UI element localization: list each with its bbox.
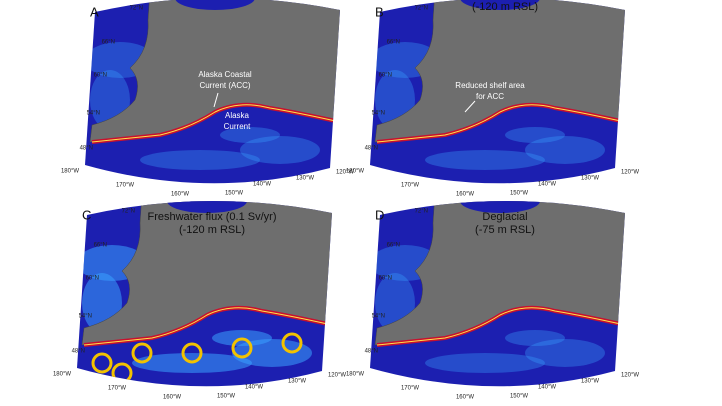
map-panel: BLGM(-120 m RSL)72°N66°N60°N54°N48°N180°… — [346, 0, 639, 198]
lat-label: 54°N — [87, 111, 100, 117]
lon-label: 120°W — [621, 170, 639, 176]
lon-label: 120°W — [621, 373, 639, 379]
lon-label: 180°W — [346, 372, 364, 378]
lat-label: 60°N — [94, 73, 107, 79]
coastal-current-core — [376, 307, 625, 346]
panel-label: A — [90, 4, 99, 19]
lat-label: 72°N — [130, 6, 143, 12]
ocean-eddy — [281, 332, 303, 354]
lat-label: 48°N — [80, 146, 93, 152]
lon-label: 140°W — [253, 182, 271, 188]
lat-label: 66°N — [387, 40, 400, 46]
ocean-eddy — [525, 339, 605, 367]
lon-label: 160°W — [456, 395, 474, 401]
lon-label: 160°W — [163, 395, 181, 401]
lon-label: 120°W — [336, 170, 354, 176]
lon-label: 180°W — [346, 169, 364, 175]
ocean-eddy — [240, 136, 320, 164]
panel-title: (-75 m RSL) — [475, 224, 535, 236]
lat-label: 66°N — [102, 40, 115, 46]
ocean-eddy — [425, 150, 545, 170]
coastal-current-core — [83, 307, 332, 346]
map — [77, 200, 332, 387]
annotation: Reduced shelf area — [455, 81, 525, 90]
lon-label: 170°W — [116, 183, 134, 189]
lon-label: 130°W — [581, 379, 599, 385]
annotation: for ACC — [476, 92, 504, 101]
lat-label: 48°N — [365, 349, 378, 355]
lon-label: 130°W — [288, 379, 306, 385]
ocean-eddy — [181, 342, 203, 364]
lon-label: 130°W — [296, 176, 314, 182]
ocean-eddy — [131, 342, 153, 364]
lon-label: 150°W — [510, 394, 528, 400]
coastal-current-core — [91, 104, 340, 143]
lon-label: 140°W — [245, 385, 263, 391]
lat-label: 66°N — [94, 243, 107, 249]
map-panel: AModern72°N66°N60°N54°N48°N180°W170°W160… — [61, 0, 354, 198]
lat-label: 60°N — [379, 73, 392, 79]
lon-label: 180°W — [61, 169, 79, 175]
ocean-eddy — [91, 352, 113, 374]
lon-label: 170°W — [401, 183, 419, 189]
lat-label: 54°N — [372, 314, 385, 320]
annotation: Current (ACC) — [199, 81, 250, 90]
panel-label: D — [375, 207, 384, 222]
map-panel: D Deglacial(-75 m RSL) 72°N 66°N 60°N 54°N 48°… — [346, 200, 639, 401]
lat-label: 54°N — [79, 314, 92, 320]
ocean-eddy — [231, 337, 253, 359]
lat-label: 48°N — [72, 349, 85, 355]
lat-label: 72°N — [415, 209, 428, 215]
annotation: Alaska — [225, 111, 250, 120]
lon-label: 130°W — [581, 176, 599, 182]
annotation: Current — [224, 122, 251, 131]
lat-label: 48°N — [365, 146, 378, 152]
lon-label: 140°W — [538, 182, 556, 188]
lon-label: 160°W — [171, 192, 189, 198]
map — [85, 0, 340, 184]
lat-label: 66°N — [387, 243, 400, 249]
panel-title: Freshwater flux (0.1 Sv/yr) — [148, 211, 277, 223]
ocean-eddy — [505, 127, 565, 143]
lon-label: 170°W — [401, 386, 419, 392]
lat-label: 60°N — [86, 276, 99, 282]
lat-label: 72°N — [122, 209, 135, 215]
arctic-ocean — [460, 0, 540, 10]
lon-label: 170°W — [108, 386, 126, 392]
ocean-eddy — [505, 330, 565, 346]
map — [370, 0, 625, 184]
lat-label: 72°N — [415, 6, 428, 12]
annotation-arrow — [213, 92, 219, 108]
lat-label: 54°N — [372, 111, 385, 117]
panel-title: Deglacial — [482, 211, 527, 223]
panel-label: B — [375, 4, 384, 19]
panel-label: C — [82, 207, 91, 222]
lon-label: 150°W — [225, 191, 243, 197]
coastal-current-core — [376, 104, 625, 143]
lon-label: 180°W — [53, 372, 71, 378]
panel-title: (-120 m RSL) — [179, 224, 245, 236]
lon-label: 140°W — [538, 385, 556, 391]
panel-title: (-120 m RSL) — [472, 1, 538, 13]
lon-label: 150°W — [217, 394, 235, 400]
lon-label: 120°W — [328, 373, 346, 379]
map — [370, 200, 625, 387]
map-panel: C Freshwater flux (0.1 Sv/yr)(-120 m RSL)… — [53, 200, 346, 401]
ocean-eddy — [140, 150, 260, 170]
annotation: Alaska Coastal — [198, 70, 252, 79]
ocean-eddy — [220, 127, 280, 143]
annotation-arrow — [464, 100, 476, 113]
lon-label: 160°W — [456, 192, 474, 198]
lat-label: 60°N — [379, 276, 392, 282]
arctic-ocean — [175, 0, 255, 10]
ocean-eddy — [525, 136, 605, 164]
lon-label: 150°W — [510, 191, 528, 197]
ocean-eddy — [425, 353, 545, 373]
